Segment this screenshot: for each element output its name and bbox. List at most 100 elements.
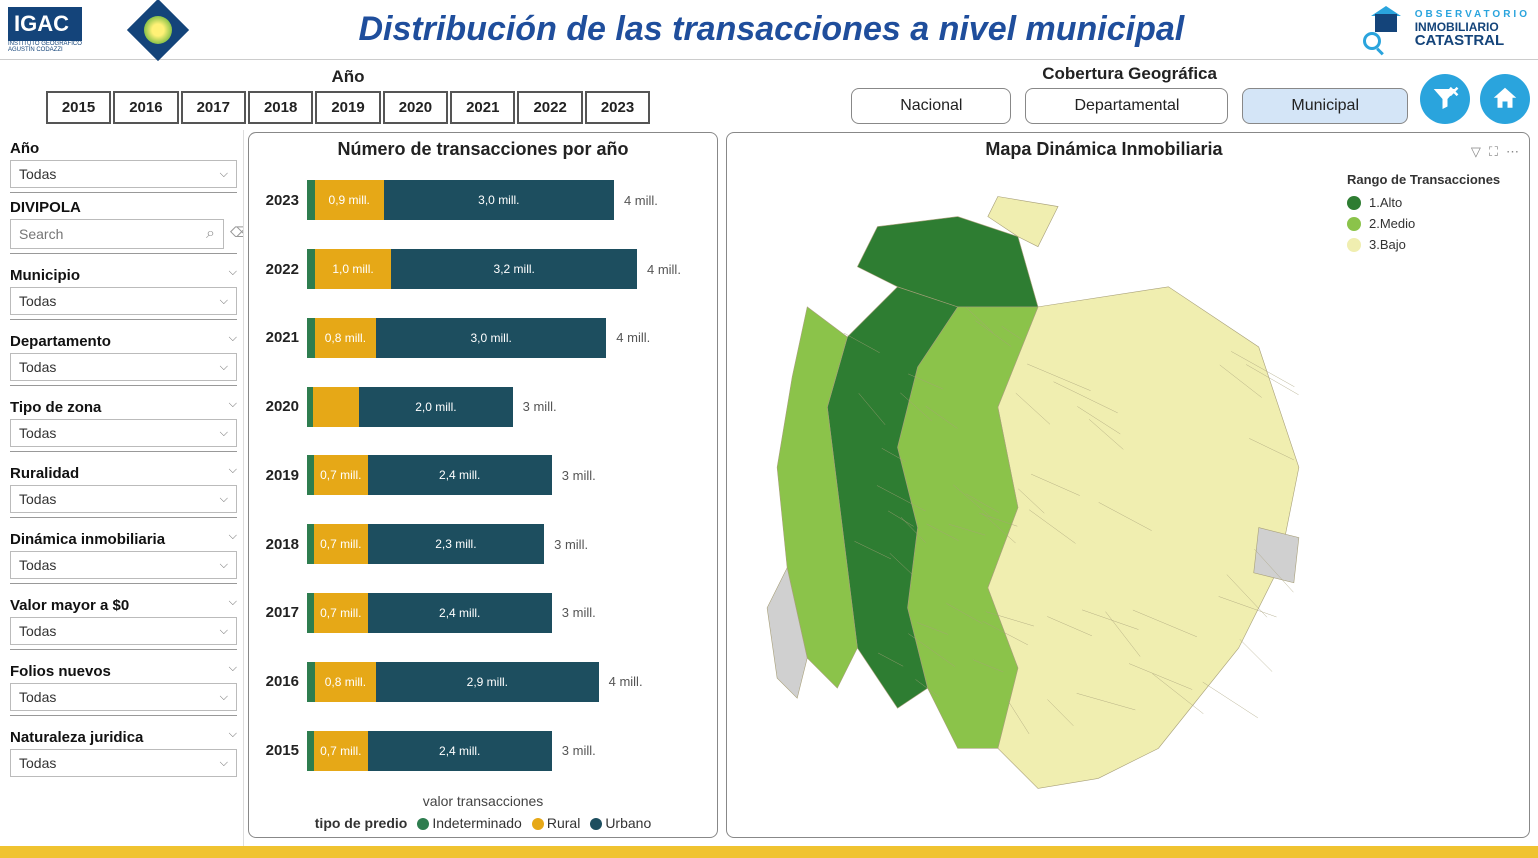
- colombia-map[interactable]: [737, 164, 1339, 831]
- filter-folios-select[interactable]: Todas⌵: [10, 683, 237, 711]
- chart-legend-item[interactable]: Rural: [532, 815, 580, 831]
- filter-valor-select[interactable]: Todas⌵: [10, 617, 237, 645]
- filter-naturaleza-select[interactable]: Todas⌵: [10, 749, 237, 777]
- bar-year-label: 2020: [259, 398, 307, 415]
- coverage-button-departamental[interactable]: Departamental: [1025, 88, 1228, 124]
- map-legend-item[interactable]: 3.Bajo: [1347, 237, 1511, 252]
- chevron-down-icon[interactable]: ⌵: [229, 464, 237, 477]
- bar-year-label: 2018: [259, 536, 307, 553]
- bar-track: 2,0 mill.3 mill.: [307, 387, 707, 427]
- filter-ruralidad-select[interactable]: Todas⌵: [10, 485, 237, 513]
- chart-legend-title: tipo de predio: [315, 815, 408, 831]
- filter-dinamica-select[interactable]: Todas⌵: [10, 551, 237, 579]
- observatorio-logo: OBSERVATORIO INMOBILIARIO CATASTRAL: [1363, 10, 1530, 50]
- bar-year-label: 2021: [259, 329, 307, 346]
- igac-logo-text: IGAC: [8, 7, 82, 41]
- bar-row-2021[interactable]: 20210,8 mill.3,0 mill.4 mill.: [259, 314, 707, 362]
- chevron-down-icon: ⌵: [220, 295, 228, 308]
- bar-seg-indeterminado: [307, 593, 314, 633]
- year-button-2015[interactable]: 2015: [46, 91, 111, 124]
- bar-total-label: 3 mill.: [552, 468, 596, 483]
- clear-filters-button[interactable]: [1420, 74, 1470, 124]
- filter-departamento-select[interactable]: Todas⌵: [10, 353, 237, 381]
- chart-legend: tipo de predio Indeterminado Rural Urbano: [259, 811, 707, 831]
- bar-seg-urbano: 2,4 mill.: [368, 455, 552, 495]
- year-button-2019[interactable]: 2019: [315, 91, 380, 124]
- chevron-down-icon: ⌵: [220, 757, 228, 770]
- filter-icon[interactable]: ▽: [1471, 144, 1481, 160]
- search-icon: ⌕: [206, 225, 215, 243]
- home-button[interactable]: [1480, 74, 1530, 124]
- bar-seg-indeterminado: [307, 249, 315, 289]
- coverage-button-nacional[interactable]: Nacional: [851, 88, 1011, 124]
- filter-departamento-label: Departamento: [10, 333, 111, 350]
- bar-row-2022[interactable]: 20221,0 mill.3,2 mill.4 mill.: [259, 245, 707, 293]
- chevron-down-icon[interactable]: ⌵: [229, 398, 237, 411]
- bar-seg-urbano: 2,3 mill.: [368, 524, 545, 564]
- bar-seg-rural: 0,8 mill.: [315, 662, 376, 702]
- chevron-down-icon[interactable]: ⌵: [229, 530, 237, 543]
- chevron-down-icon[interactable]: ⌵: [229, 662, 237, 675]
- chart-bars: 20230,9 mill.3,0 mill.4 mill. 20221,0 mil…: [259, 164, 707, 787]
- filter-tipozona-select[interactable]: Todas⌵: [10, 419, 237, 447]
- bar-row-2016[interactable]: 20160,8 mill.2,9 mill.4 mill.: [259, 658, 707, 706]
- year-button-2022[interactable]: 2022: [517, 91, 582, 124]
- chart-title: Número de transacciones por año: [259, 139, 707, 160]
- year-slicer: Año 201520162017201820192020202120222023: [8, 67, 688, 124]
- bar-track: 0,7 mill.2,4 mill.3 mill.: [307, 593, 707, 633]
- focus-icon[interactable]: ⛶: [1489, 144, 1498, 160]
- bar-row-2017[interactable]: 20170,7 mill.2,4 mill.3 mill.: [259, 589, 707, 637]
- search-input[interactable]: [19, 226, 200, 242]
- bar-total-label: 4 mill.: [614, 193, 658, 208]
- more-icon[interactable]: ⋯: [1506, 144, 1519, 160]
- map-legend-item[interactable]: 2.Medio: [1347, 216, 1511, 231]
- map-legend-title: Rango de Transacciones: [1347, 172, 1511, 187]
- bar-year-label: 2019: [259, 467, 307, 484]
- year-button-2021[interactable]: 2021: [450, 91, 515, 124]
- bar-row-2020[interactable]: 20202,0 mill.3 mill.: [259, 383, 707, 431]
- chart-legend-item[interactable]: Indeterminado: [417, 815, 522, 831]
- footer-bar: [0, 846, 1538, 858]
- chevron-down-icon: ⌵: [220, 691, 228, 704]
- bar-row-2018[interactable]: 20180,7 mill.2,3 mill.3 mill.: [259, 520, 707, 568]
- map-legend-item[interactable]: 1.Alto: [1347, 195, 1511, 210]
- chart-legend-item[interactable]: Urbano: [590, 815, 651, 831]
- map-panel: Mapa Dinámica Inmobiliaria ▽ ⛶ ⋯ Rango d…: [726, 132, 1530, 838]
- map-title: Mapa Dinámica Inmobiliaria: [737, 139, 1471, 160]
- bar-total-label: 3 mill.: [552, 743, 596, 758]
- bar-track: 1,0 mill.3,2 mill.4 mill.: [307, 249, 707, 289]
- chevron-down-icon[interactable]: ⌵: [229, 728, 237, 741]
- year-button-2023[interactable]: 2023: [585, 91, 650, 124]
- coverage-button-municipal[interactable]: Municipal: [1242, 88, 1408, 124]
- chevron-down-icon[interactable]: ⌵: [229, 332, 237, 345]
- bar-seg-indeterminado: [307, 455, 314, 495]
- filter-municipio-select[interactable]: Todas⌵: [10, 287, 237, 315]
- chevron-down-icon[interactable]: ⌵: [229, 596, 237, 609]
- filter-valor-label: Valor mayor a $0: [10, 597, 129, 614]
- page-title: Distribución de las transacciones a nive…: [180, 10, 1363, 49]
- bar-total-label: 3 mill.: [552, 605, 596, 620]
- bar-row-2015[interactable]: 20150,7 mill.2,4 mill.3 mill.: [259, 727, 707, 775]
- slicer-row: Año 201520162017201820192020202120222023…: [0, 60, 1538, 130]
- filter-ano-select[interactable]: Todas⌵: [10, 160, 237, 188]
- bar-year-label: 2023: [259, 192, 307, 209]
- bar-year-label: 2016: [259, 673, 307, 690]
- bar-track: 0,7 mill.2,4 mill.3 mill.: [307, 731, 707, 771]
- chevron-down-icon: ⌵: [220, 168, 228, 181]
- year-button-2016[interactable]: 2016: [113, 91, 178, 124]
- bar-seg-urbano: 2,9 mill.: [376, 662, 599, 702]
- bar-track: 0,7 mill.2,3 mill.3 mill.: [307, 524, 707, 564]
- year-button-2020[interactable]: 2020: [383, 91, 448, 124]
- year-button-2018[interactable]: 2018: [248, 91, 313, 124]
- year-button-2017[interactable]: 2017: [181, 91, 246, 124]
- igac-logo-sub2: AGUSTÍN CODAZZI: [8, 47, 82, 53]
- filter-dinamica-label: Dinámica inmobiliaria: [10, 531, 165, 548]
- bar-year-label: 2022: [259, 261, 307, 278]
- bar-row-2019[interactable]: 20190,7 mill.2,4 mill.3 mill.: [259, 451, 707, 499]
- filter-divipola-search[interactable]: ⌕: [10, 219, 224, 249]
- chevron-down-icon[interactable]: ⌵: [229, 266, 237, 279]
- bar-row-2023[interactable]: 20230,9 mill.3,0 mill.4 mill.: [259, 176, 707, 224]
- bar-seg-indeterminado: [307, 180, 315, 220]
- eraser-icon[interactable]: ⌫: [230, 224, 244, 241]
- filter-folios-label: Folios nuevos: [10, 663, 111, 680]
